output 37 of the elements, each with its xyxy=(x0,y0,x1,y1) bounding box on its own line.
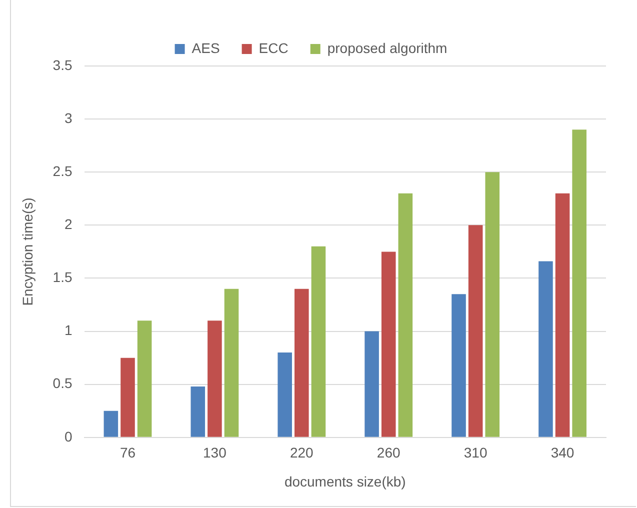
bar xyxy=(538,261,553,437)
y-tick-label: 0.5 xyxy=(52,375,72,392)
legend-label: AES xyxy=(192,40,220,56)
y-tick-label: 2 xyxy=(64,216,72,232)
y-tick-label: 1.5 xyxy=(52,269,72,286)
x-tick-label: 130 xyxy=(203,444,227,461)
y-tick-label: 3.5 xyxy=(52,56,72,73)
x-tick-label: 340 xyxy=(550,444,574,461)
bar xyxy=(311,246,326,437)
bar xyxy=(555,193,570,437)
y-tick-label: 2.5 xyxy=(52,162,72,179)
bar xyxy=(224,288,239,437)
x-tick-label: 76 xyxy=(120,444,136,461)
bar xyxy=(294,288,309,437)
bar xyxy=(104,410,118,437)
bar xyxy=(572,130,586,437)
x-tick-label: 310 xyxy=(464,444,488,461)
legend-label: ECC xyxy=(258,40,288,56)
bar xyxy=(485,172,500,437)
y-tick-label: 1 xyxy=(64,322,72,338)
y-tick-label: 0 xyxy=(64,428,72,444)
bar xyxy=(381,252,396,437)
x-axis-title: documents size(kb) xyxy=(284,473,406,490)
bar xyxy=(190,386,206,437)
legend-label: proposed algorithm xyxy=(327,40,448,56)
y-axis-title: Encyption time(s) xyxy=(19,198,36,306)
bar xyxy=(120,358,135,437)
bar xyxy=(468,225,483,437)
bar xyxy=(137,320,152,437)
bar xyxy=(278,352,292,437)
y-tick-label: 3 xyxy=(64,110,72,126)
x-tick-label: 220 xyxy=(290,444,314,461)
x-tick-label: 260 xyxy=(376,444,400,461)
bar xyxy=(364,331,379,437)
bar xyxy=(398,193,413,437)
bar xyxy=(208,320,222,437)
bar xyxy=(452,294,466,437)
